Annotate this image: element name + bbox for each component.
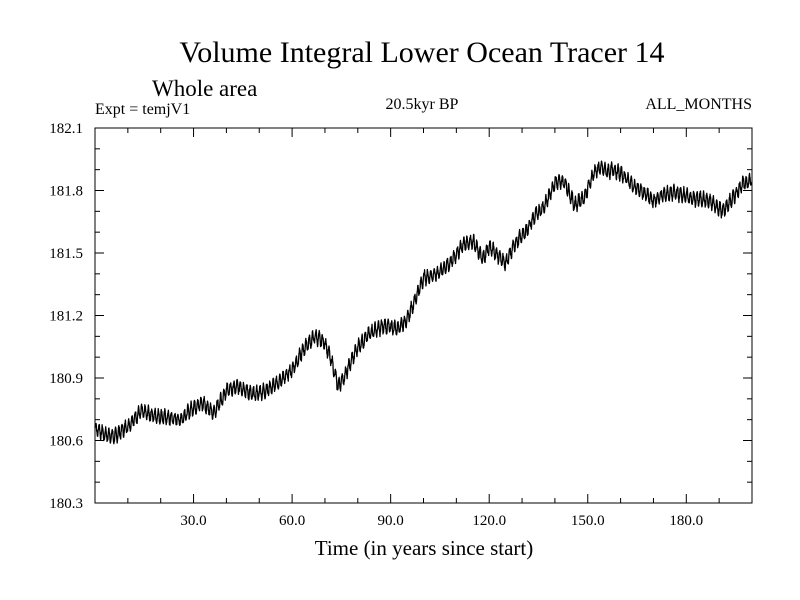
months-label: ALL_MONTHS (645, 96, 752, 113)
chart-title: Volume Integral Lower Ocean Tracer 14 (179, 36, 664, 69)
y-tick-label: 181.8 (49, 184, 83, 200)
y-tick-label: 181.2 (49, 309, 83, 325)
y-tick-label: 181.5 (49, 246, 83, 262)
x-tick-label: 90.0 (378, 513, 404, 529)
plot-frame (94, 127, 753, 504)
x-tick-label: 150.0 (571, 513, 605, 529)
tick-marks (95, 128, 752, 503)
x-tick-label: 60.0 (279, 513, 305, 529)
series-group (94, 160, 753, 445)
y-tick-label: 180.6 (49, 434, 83, 450)
series-line (94, 160, 753, 445)
y-tick-label: 182.1 (49, 121, 83, 137)
experiment-label: Expt = temjV1 (95, 101, 190, 118)
period-label: 20.5kyr BP (386, 96, 459, 113)
x-tick-label: 120.0 (472, 513, 506, 529)
x-axis-label: Time (in years since start) (315, 536, 534, 560)
y-tick-label: 180.3 (49, 496, 83, 512)
x-tick-label: 30.0 (180, 513, 206, 529)
chart-subtitle: Whole area (152, 76, 257, 101)
x-tick-label: 180.0 (669, 513, 703, 529)
y-tick-label: 180.9 (49, 371, 83, 387)
tick-labels: 30.0 60.0 90.0 120.0 150.0 180.0 180.3 180.6 180… (49, 121, 703, 529)
